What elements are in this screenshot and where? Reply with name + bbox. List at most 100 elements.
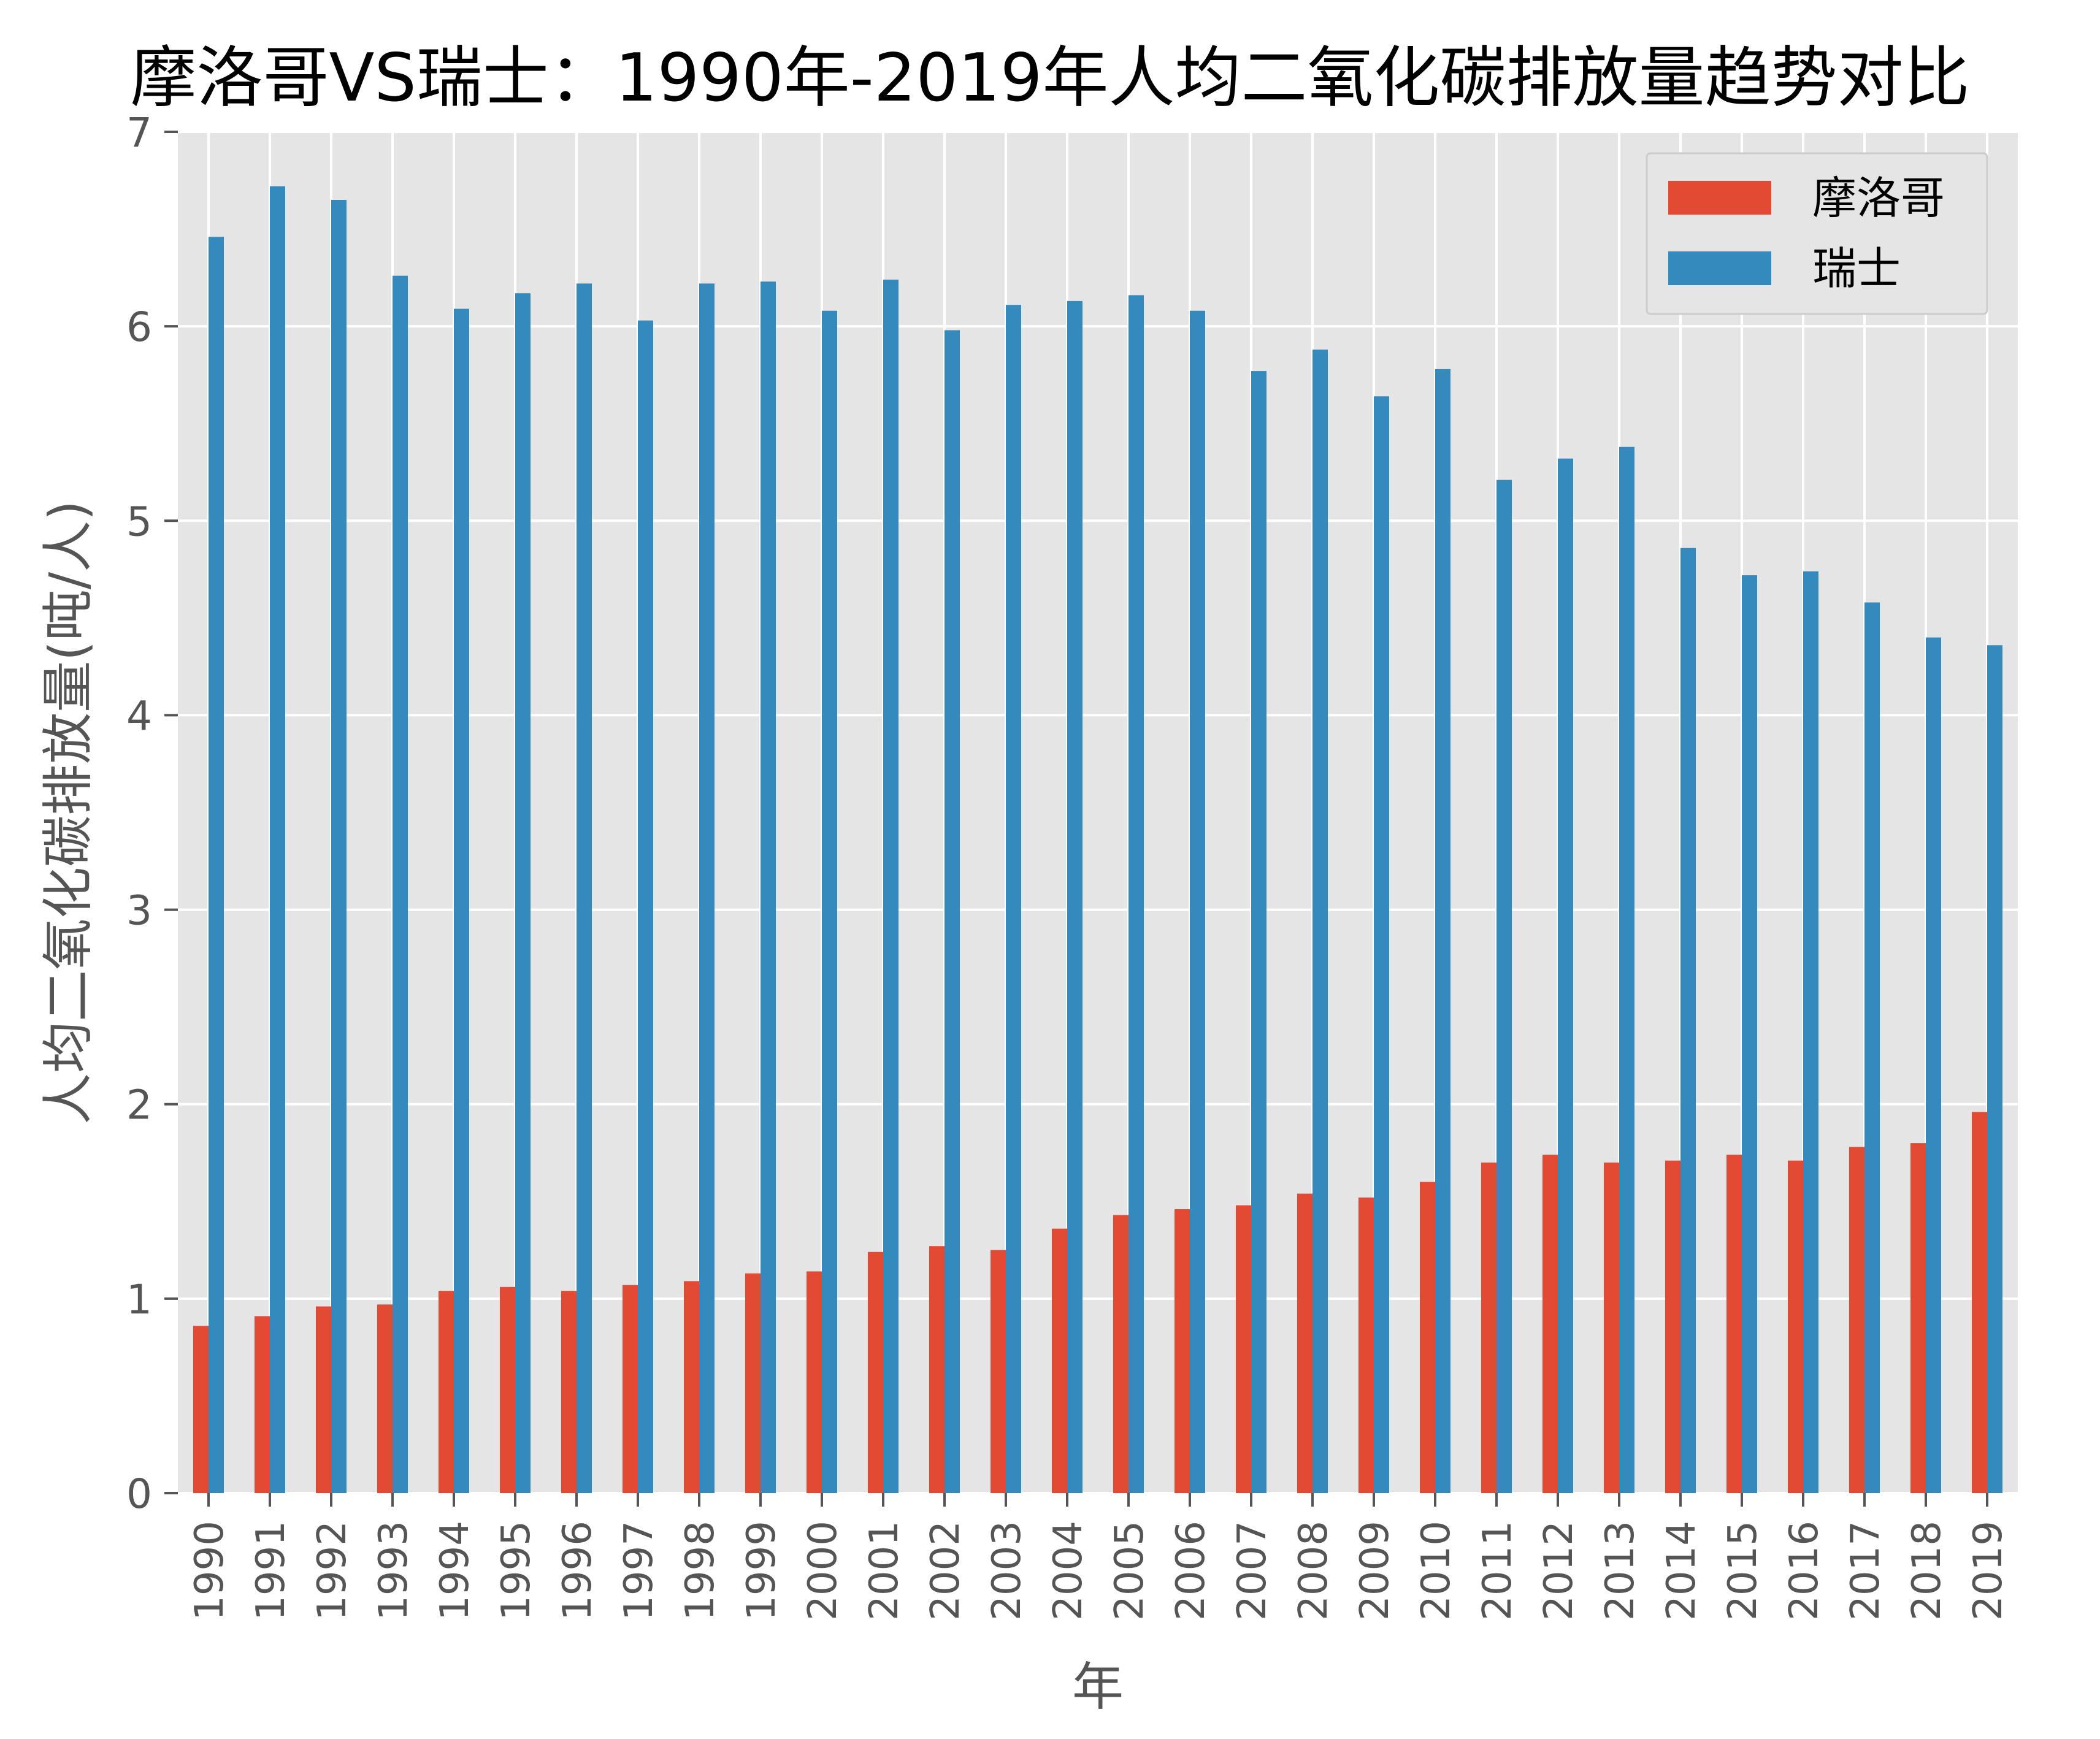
x-tick-label: 1991 <box>248 1521 294 1621</box>
bar-switzerland <box>945 330 960 1493</box>
bar-morocco <box>868 1252 883 1493</box>
x-tick-label: 1990 <box>187 1521 232 1621</box>
x-tick-label: 1999 <box>739 1521 784 1621</box>
bar-switzerland <box>1558 458 1573 1493</box>
bar-morocco <box>1604 1162 1619 1493</box>
bar-switzerland <box>1742 575 1757 1493</box>
bar-morocco <box>1788 1160 1803 1493</box>
bar-switzerland <box>209 237 224 1494</box>
bar-morocco <box>1113 1215 1129 1493</box>
x-tick-label: 2010 <box>1414 1521 1459 1621</box>
bar-morocco <box>439 1291 454 1493</box>
bar-switzerland <box>1067 300 1083 1493</box>
bar-morocco <box>1542 1155 1558 1493</box>
bar-morocco <box>1972 1112 1987 1493</box>
legend-swatch-morocco <box>1668 181 1771 215</box>
bar-morocco <box>1665 1160 1680 1493</box>
bar-switzerland <box>1680 548 1696 1493</box>
bar-morocco <box>745 1273 761 1493</box>
bar-morocco <box>1052 1228 1067 1493</box>
bar-switzerland <box>1374 396 1389 1494</box>
bar-switzerland <box>1006 305 1021 1494</box>
bar-morocco <box>1910 1143 1926 1493</box>
y-tick-label: 0 <box>126 1470 152 1518</box>
x-tick-label: 1998 <box>678 1521 723 1621</box>
bar-morocco <box>316 1306 331 1493</box>
bar-switzerland <box>270 186 285 1493</box>
y-tick-label: 5 <box>126 498 152 545</box>
y-tick-label: 4 <box>126 692 152 740</box>
bar-switzerland <box>883 280 899 1493</box>
bar-morocco <box>1726 1155 1742 1493</box>
x-tick-label: 2017 <box>1843 1521 1888 1621</box>
legend-label-morocco: 摩洛哥 <box>1812 172 1945 224</box>
x-tick-label: 1996 <box>555 1521 600 1621</box>
bar-morocco <box>255 1316 270 1493</box>
bar-switzerland <box>331 200 347 1493</box>
bar-switzerland <box>577 283 592 1493</box>
y-axis-title: 人均二氧化碳排放量(吨/人) <box>38 500 98 1125</box>
y-tick-label: 1 <box>126 1276 152 1323</box>
axes: 0 1 2 3 4 5 6 7 1990 1991 1992 1993 1994 1995 1996 1997… <box>126 109 2011 1621</box>
x-tick-label: 1994 <box>432 1521 478 1621</box>
bar-switzerland <box>1864 602 1880 1493</box>
x-tick-label: 2007 <box>1230 1521 1275 1621</box>
bar-switzerland <box>1312 350 1328 1494</box>
y-tick-label: 3 <box>126 887 152 934</box>
legend-swatch-switzerland <box>1668 251 1771 285</box>
bar-switzerland <box>1926 637 1941 1493</box>
bar-morocco <box>1236 1205 1251 1493</box>
x-tick-label: 2019 <box>1966 1521 2011 1621</box>
bar-morocco <box>991 1250 1006 1493</box>
y-tick-label: 2 <box>126 1082 152 1129</box>
x-tick-label: 2013 <box>1598 1521 1643 1621</box>
x-tick-label: 1997 <box>616 1521 662 1621</box>
bar-switzerland <box>638 320 653 1493</box>
x-tick-label: 1992 <box>310 1521 355 1621</box>
bar-morocco <box>500 1286 515 1493</box>
bar-morocco <box>1420 1182 1435 1493</box>
x-tick-label: 2012 <box>1536 1521 1582 1621</box>
x-tick-label: 2000 <box>800 1521 846 1621</box>
x-tick-label: 2011 <box>1475 1521 1520 1621</box>
bar-morocco <box>1849 1147 1864 1493</box>
bar-morocco <box>561 1291 577 1493</box>
x-tick-label: 2014 <box>1659 1521 1704 1621</box>
x-tick-label: 2018 <box>1904 1521 1950 1621</box>
bar-switzerland <box>1496 480 1512 1493</box>
bar-switzerland <box>454 308 469 1494</box>
bar-switzerland <box>1435 369 1450 1493</box>
bar-switzerland <box>1803 571 1818 1493</box>
bar-switzerland <box>1190 310 1205 1493</box>
legend: 摩洛哥 瑞士 <box>1646 152 1988 315</box>
bar-morocco <box>623 1285 638 1493</box>
bars <box>193 186 2002 1494</box>
x-tick-label: 2001 <box>862 1521 907 1621</box>
bar-morocco <box>1481 1162 1496 1493</box>
bar-switzerland <box>699 283 715 1493</box>
legend-label-switzerland: 瑞士 <box>1812 243 1901 294</box>
chart-title: 摩洛哥VS瑞士：1990年-2019年人均二氧化碳排放量趋势对比 <box>130 40 1970 117</box>
x-axis-title: 年 <box>1072 1657 1124 1717</box>
bar-switzerland <box>393 275 408 1494</box>
bar-switzerland <box>1987 645 2002 1493</box>
bar-morocco <box>377 1304 393 1493</box>
bar-switzerland <box>761 281 776 1494</box>
bar-morocco <box>1358 1197 1374 1493</box>
bar-morocco <box>1297 1193 1312 1493</box>
x-tick-label: 2006 <box>1168 1521 1214 1621</box>
bar-switzerland <box>822 310 837 1493</box>
bar-switzerland <box>1129 295 1144 1493</box>
bar-switzerland <box>515 293 531 1494</box>
y-tick-label: 7 <box>126 109 152 156</box>
x-tick-label: 2015 <box>1720 1521 1766 1621</box>
bar-morocco <box>1175 1209 1190 1493</box>
plot-area <box>178 132 2018 1493</box>
x-tick-label: 2005 <box>1107 1521 1152 1621</box>
x-tick-label: 2008 <box>1291 1521 1336 1621</box>
x-tick-label: 2009 <box>1352 1521 1398 1621</box>
bar-switzerland <box>1251 371 1267 1493</box>
x-tick-label: 1995 <box>494 1521 539 1621</box>
x-tick-label: 2016 <box>1782 1521 1827 1621</box>
